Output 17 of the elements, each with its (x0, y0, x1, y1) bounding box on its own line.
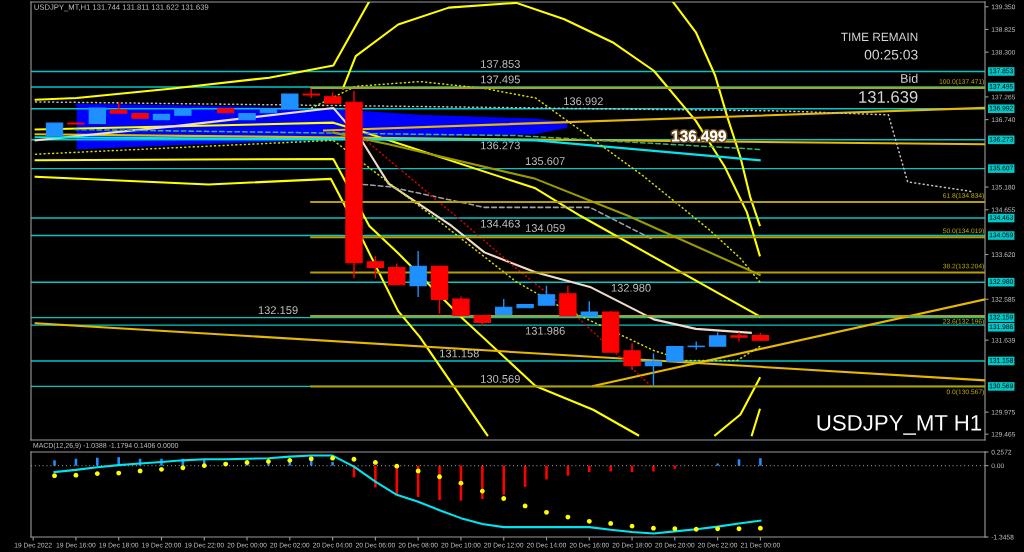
ref-line-label: 137.853 (481, 60, 520, 68)
annotation: 131.639 (859, 91, 918, 103)
annotation: USDJPY_MT H1 (817, 414, 982, 435)
annotation: Bid (901, 73, 918, 83)
ref-line-label: 136.992 (564, 97, 603, 106)
ref-line-label: 134.059 (525, 224, 565, 232)
annotation: 00:25:03 (864, 49, 918, 60)
ref-line-label: 132.980 (611, 283, 651, 292)
ref-line-label: 132.159 (258, 306, 298, 315)
ref-line-label: 134.463 (481, 219, 520, 228)
ref-line-label: 131.986 (525, 326, 565, 335)
annotation: TIME REMAIN (841, 32, 918, 41)
ref-line-label: 130.569 (481, 374, 520, 383)
ref-line-label: 137.495 (481, 75, 520, 84)
ref-line-label: 135.607 (525, 157, 565, 166)
ref-line-label: 131.158 (440, 349, 479, 358)
ref-line-label: 136.273 (481, 141, 520, 150)
